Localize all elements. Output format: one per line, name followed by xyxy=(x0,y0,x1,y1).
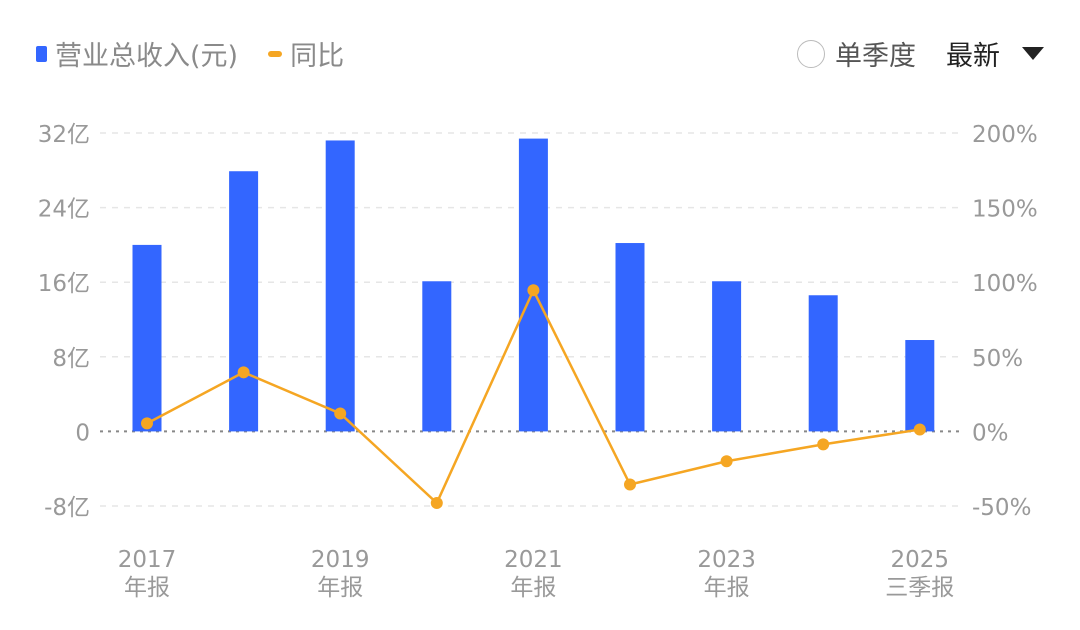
x-tick-label-period: 年报 xyxy=(510,575,556,601)
yoy-point xyxy=(430,497,443,510)
right-tick-label: 0% xyxy=(972,420,1009,446)
x-tick-label-year: 2025 xyxy=(891,547,950,573)
x-tick-label-year: 2019 xyxy=(311,547,370,573)
x-tick-label-period: 年报 xyxy=(124,575,170,601)
right-tick-label: 100% xyxy=(972,271,1038,297)
yoy-legend-swatch xyxy=(268,50,283,57)
left-tick-label: 0 xyxy=(75,420,90,446)
yoy-point xyxy=(334,407,347,420)
left-tick-label: 32亿 xyxy=(38,122,90,148)
revenue-bar xyxy=(132,244,162,432)
chart-controls: 单季度 最新 xyxy=(797,34,1044,73)
x-tick-label-period: 年报 xyxy=(704,575,750,601)
revenue-bar xyxy=(712,281,742,432)
yoy-point xyxy=(527,284,540,297)
right-tick-label: -50% xyxy=(972,495,1031,521)
revenue-bar xyxy=(615,243,645,432)
sort-dropdown[interactable]: 最新 xyxy=(946,41,1000,72)
left-tick-label: 8亿 xyxy=(52,346,90,372)
revenue-legend-swatch xyxy=(36,45,47,62)
yoy-point xyxy=(720,455,733,468)
right-tick-label: 150% xyxy=(972,197,1038,223)
left-tick-label: -8亿 xyxy=(44,495,90,521)
yoy-point xyxy=(624,478,636,491)
x-tick-label-period: 年报 xyxy=(317,575,363,601)
x-tick-label-period: 三季报 xyxy=(885,575,954,601)
legend: 营业总收入(元) 同比 xyxy=(36,34,344,73)
left-tick-label: 24亿 xyxy=(38,197,90,223)
yoy-legend-label: 同比 xyxy=(290,41,345,72)
revenue-bar xyxy=(229,171,259,432)
dropdown-arrow-icon[interactable] xyxy=(1022,47,1044,60)
x-tick-label-year: 2023 xyxy=(697,547,756,573)
yoy-point xyxy=(141,417,153,430)
yoy-point xyxy=(237,366,250,379)
revenue-bar xyxy=(422,281,452,432)
revenue-bar xyxy=(808,295,838,432)
yoy-point xyxy=(817,438,830,451)
right-tick-label: 200% xyxy=(972,122,1038,148)
revenue-bar xyxy=(325,140,355,432)
yoy-point xyxy=(913,423,926,436)
x-tick-label-year: 2021 xyxy=(504,547,563,573)
revenue-bar xyxy=(905,340,935,432)
right-tick-label: 50% xyxy=(972,346,1023,372)
revenue-legend-label: 营业总收入(元) xyxy=(55,41,239,72)
quarterly-label[interactable]: 单季度 xyxy=(835,41,916,72)
left-tick-label: 16亿 xyxy=(38,271,90,297)
quarterly-radio[interactable] xyxy=(797,39,825,68)
x-tick-label-year: 2017 xyxy=(118,547,177,573)
